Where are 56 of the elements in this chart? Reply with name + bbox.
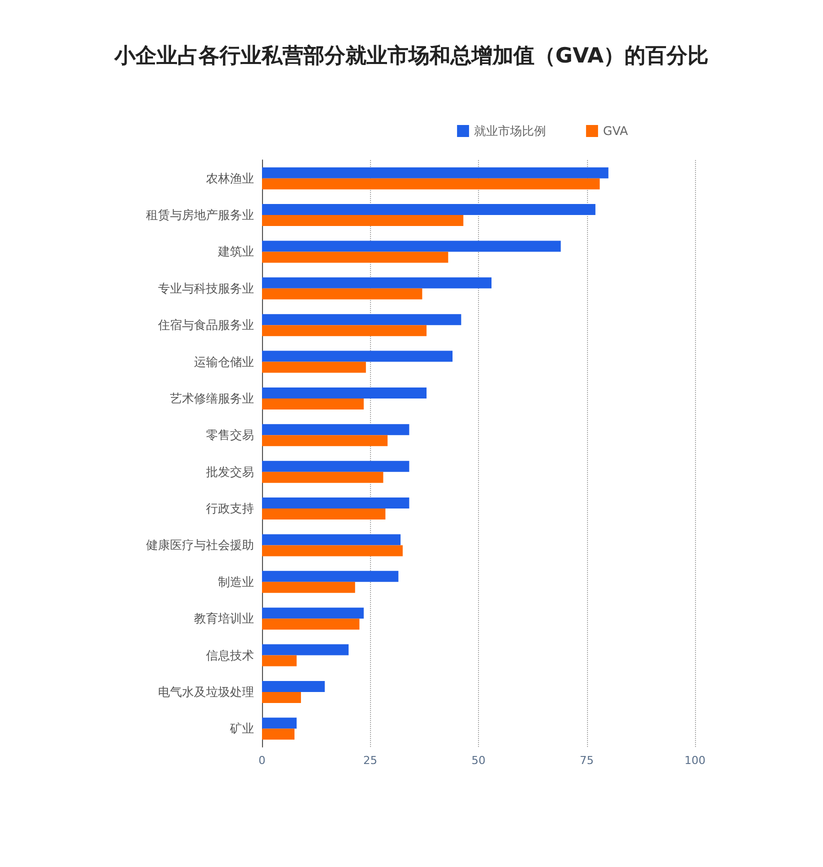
y-tick-label: 建筑业 — [217, 244, 254, 259]
chart-title: 小企业占各行业私营部分就业市场和总增加值（GVA）的百分比 — [113, 44, 709, 68]
bar — [262, 350, 453, 362]
bar — [262, 728, 294, 740]
bar — [262, 608, 364, 619]
y-tick-label: 健康医疗与社会援助 — [146, 538, 254, 552]
x-tick-label: 0 — [258, 754, 266, 767]
bar — [262, 692, 301, 703]
bar — [262, 252, 448, 263]
bar — [262, 472, 384, 483]
bar — [262, 277, 492, 288]
y-tick-label: 矿业 — [229, 722, 254, 736]
bar — [262, 240, 561, 252]
bar — [262, 508, 386, 520]
bar — [262, 167, 608, 178]
y-tick-label: 电气水及垃圾处理 — [158, 684, 254, 699]
y-tick-label: 运输仓储业 — [194, 354, 254, 369]
x-tick-label: 100 — [684, 754, 706, 767]
bar — [262, 618, 360, 630]
legend-label: 就业市场比例 — [474, 124, 546, 138]
bar — [262, 325, 427, 336]
y-tick-label: 住宿与食品服务业 — [157, 318, 254, 332]
y-tick-label: 租赁与房地产服务业 — [146, 208, 254, 222]
bar — [262, 435, 388, 446]
bar — [262, 424, 410, 436]
bar — [262, 655, 297, 666]
y-tick-label: 批发交易 — [206, 464, 254, 479]
bar — [262, 460, 410, 472]
y-tick-label: 信息技术 — [206, 648, 254, 662]
bar — [262, 288, 422, 300]
bar — [262, 204, 596, 216]
bar — [262, 215, 464, 226]
bar — [262, 314, 462, 326]
bar — [262, 680, 325, 692]
x-tick-label: 50 — [472, 754, 486, 767]
bar — [262, 582, 356, 593]
y-tick-label: 行政支持 — [206, 502, 254, 516]
y-tick-label: 教育培训业 — [194, 612, 254, 626]
bar — [262, 362, 366, 373]
legend-label: GVA — [603, 124, 629, 138]
bar — [262, 398, 364, 410]
y-tick-label: 专业与科技服务业 — [158, 281, 254, 296]
y-tick-label: 艺术修缮服务业 — [170, 391, 254, 406]
bar — [262, 178, 600, 190]
bar — [262, 545, 403, 556]
y-tick-label: 农林渔业 — [206, 171, 254, 186]
bar — [262, 644, 349, 656]
bar — [262, 718, 297, 729]
bar — [262, 387, 427, 398]
y-tick-label: 零售交易 — [206, 428, 254, 442]
y-tick-label: 制造业 — [218, 574, 254, 589]
x-tick-label: 75 — [580, 754, 594, 767]
x-tick-label: 25 — [363, 754, 378, 767]
bar — [262, 534, 401, 546]
bar — [262, 498, 410, 509]
bar — [262, 570, 398, 582]
